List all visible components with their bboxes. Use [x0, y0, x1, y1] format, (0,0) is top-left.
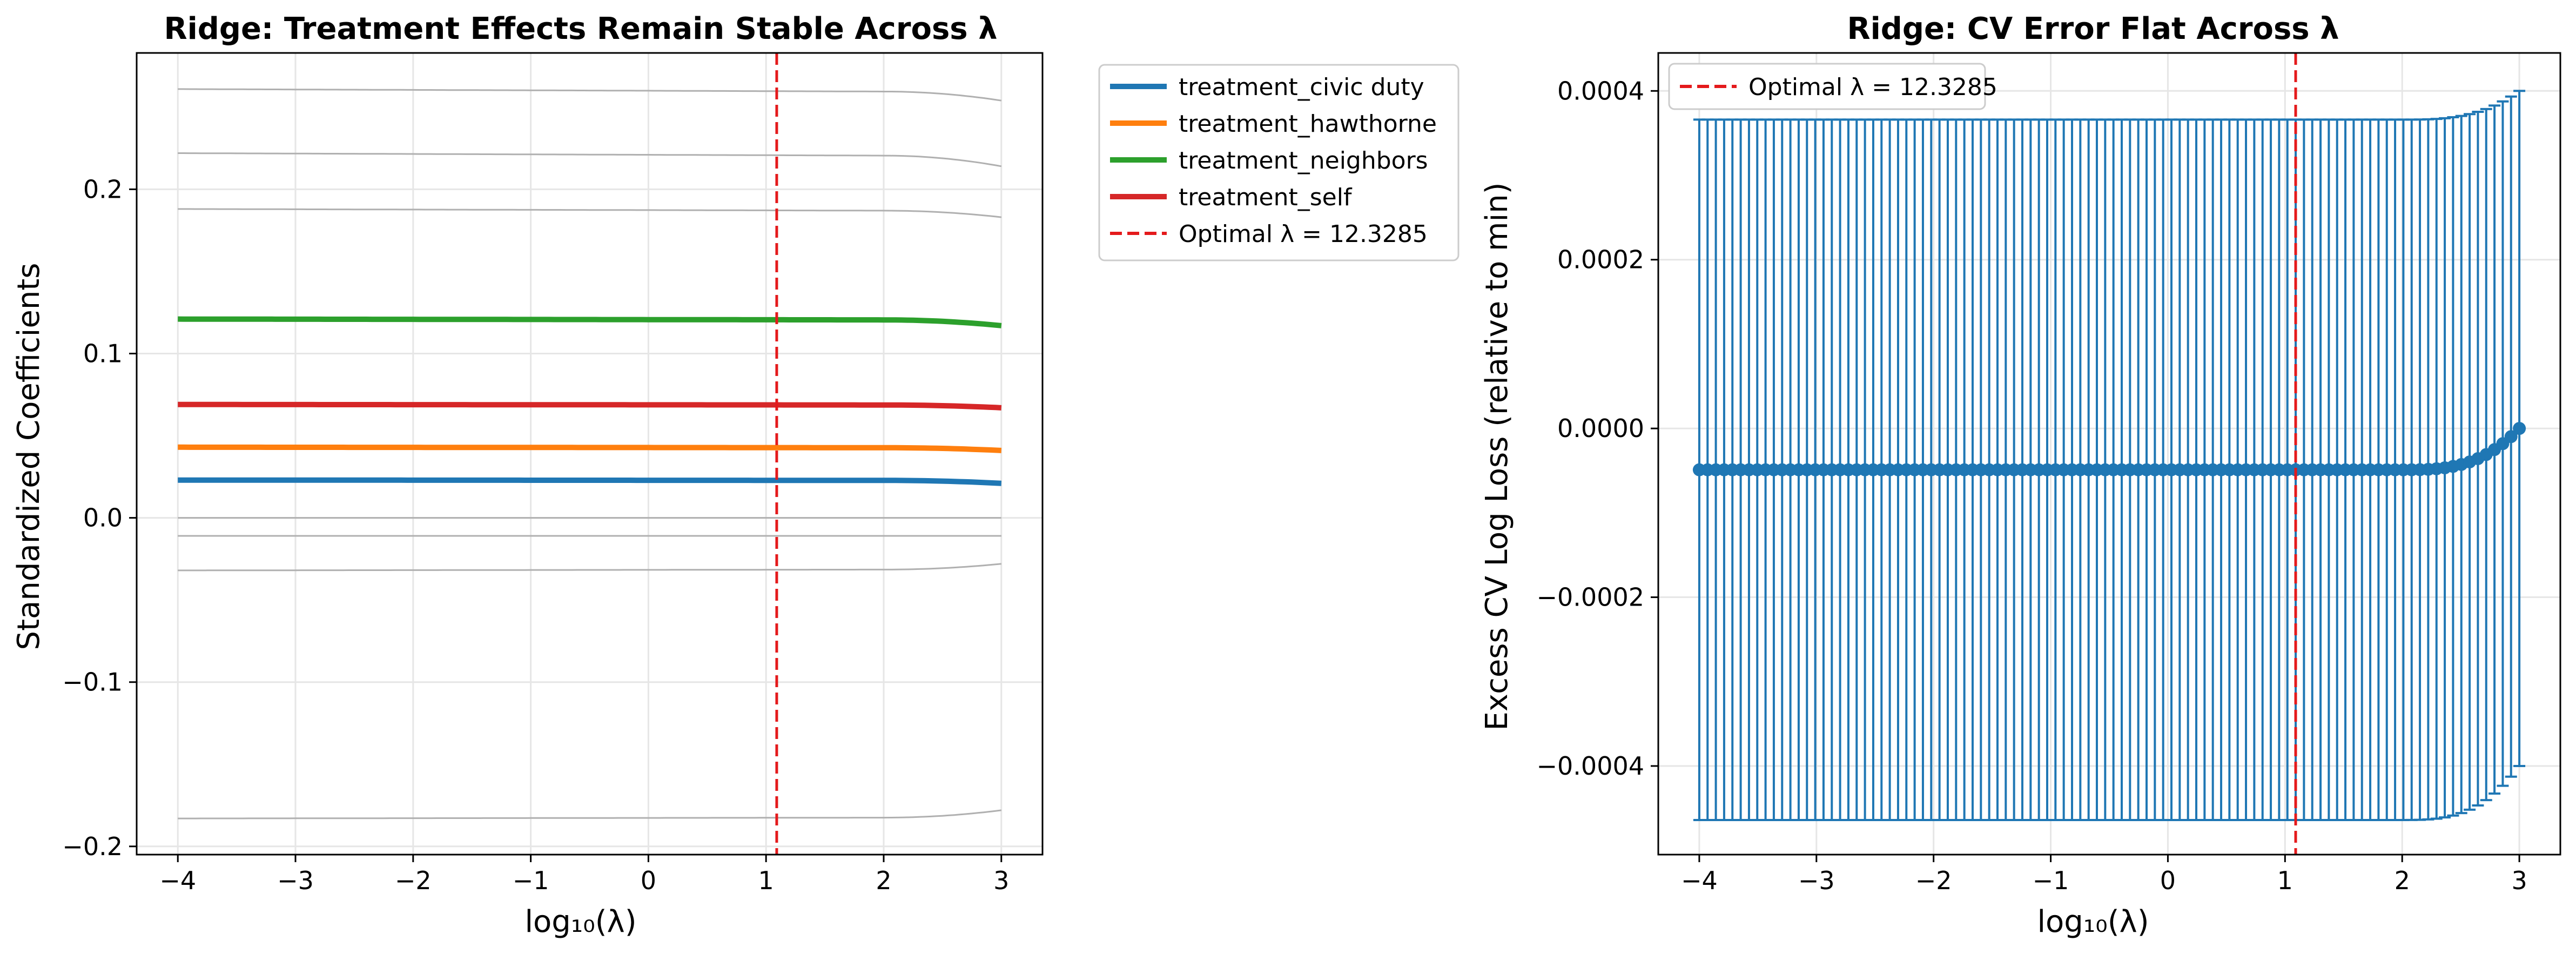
legend-label-hawthorne: treatment_hawthorne — [1179, 110, 1437, 138]
chart-right-frame — [1657, 52, 2561, 856]
data-point — [2504, 430, 2518, 444]
legend-box — [1098, 64, 1459, 261]
chart-right-ylabel: Excess CV Log Loss (relative to min) — [1479, 183, 1515, 731]
x-tick-label: −3 — [1798, 866, 1835, 895]
chart-left-frame — [136, 52, 1044, 856]
y-tick-label: −0.0004 — [1537, 751, 1645, 781]
chart-left-background-lines — [178, 88, 1002, 819]
y-tick-label: 0.0000 — [1557, 414, 1644, 443]
legend-label-optimal: Optimal λ = 12.3285 — [1179, 220, 1428, 248]
x-tick-label: −2 — [1915, 866, 1952, 895]
y-tick-label: 0.1 — [83, 339, 123, 368]
x-tick-label: 3 — [2511, 866, 2527, 895]
chart-left-series — [178, 316, 1002, 486]
data-point — [2513, 422, 2526, 435]
legend-label-neighbors: treatment_neighbors — [1179, 147, 1428, 174]
legend-label-optimal-right: Optimal λ = 12.3285 — [1748, 73, 1997, 101]
legend-box-right — [1668, 63, 1986, 110]
chart-right-xlabel: log₁₀(λ) — [2037, 904, 2149, 939]
chart-right-points — [1692, 422, 2526, 476]
chart-left-xticks: −4 −3 −2 −1 0 1 2 3 — [159, 855, 1009, 895]
x-tick-label: −1 — [513, 866, 549, 895]
chart-left-title: Ridge: Treatment Effects Remain Stable A… — [164, 11, 997, 46]
x-tick-label: 3 — [993, 866, 1009, 895]
x-tick-label: 0 — [641, 866, 656, 895]
x-tick-label: 2 — [2395, 866, 2410, 895]
y-tick-label: 0.0002 — [1557, 245, 1644, 274]
x-tick-label: −2 — [395, 866, 432, 895]
chart-right-xticks: −4 −3 −2 −1 0 1 2 3 — [1681, 855, 2527, 895]
series-line-treatment-civic-duty — [178, 477, 1002, 486]
y-tick-label: −0.1 — [62, 668, 123, 697]
chart-left-ylabel: Standardized Coefficients — [11, 263, 46, 650]
chart-left-xlabel: log₁₀(λ) — [524, 904, 636, 939]
chart-left: Ridge: Treatment Effects Remain Stable A… — [11, 11, 1044, 939]
legend-label-civic-duty: treatment_civic duty — [1179, 73, 1424, 101]
background-coefficient-line — [178, 563, 1001, 572]
series-line-treatment-self — [178, 401, 1002, 411]
y-tick-label: −0.2 — [62, 832, 123, 861]
chart-left-yticks: −0.2 −0.1 0.0 0.1 0.2 — [62, 174, 137, 861]
background-coefficient-line — [178, 208, 1001, 218]
y-tick-label: −0.0002 — [1537, 583, 1645, 612]
x-tick-label: −3 — [277, 866, 314, 895]
x-tick-label: −4 — [1681, 866, 1718, 895]
background-coefficient-line — [178, 88, 1002, 102]
background-coefficient-line — [178, 809, 1001, 819]
chart-right-title: Ridge: CV Error Flat Across λ — [1847, 11, 2339, 46]
y-tick-label: 0.0 — [83, 503, 123, 533]
chart-left-legend: treatment_civic duty treatment_hawthorne… — [1098, 64, 1459, 261]
chart-right-legend: Optimal λ = 12.3285 — [1668, 63, 1997, 110]
chart-right-yticks: −0.0004 −0.0002 0.0000 0.0002 0.0004 — [1537, 76, 1658, 781]
x-tick-label: 1 — [2277, 866, 2293, 895]
chart-right-grid — [1658, 53, 2560, 855]
y-tick-label: 0.0004 — [1557, 76, 1644, 105]
legend-label-self: treatment_self — [1179, 184, 1353, 211]
x-tick-label: 1 — [758, 866, 774, 895]
x-tick-label: −1 — [2033, 866, 2069, 895]
chart-right: Ridge: CV Error Flat Across λ log₁₀(λ) E… — [1479, 11, 2561, 939]
x-tick-label: −4 — [159, 866, 196, 895]
y-tick-label: 0.2 — [83, 174, 123, 204]
background-coefficient-line — [178, 152, 1002, 167]
x-tick-label: 0 — [2160, 866, 2176, 895]
x-tick-label: 2 — [876, 866, 891, 895]
series-line-treatment-hawthorne — [178, 444, 1002, 453]
series-line-treatment-neighbors — [178, 316, 1002, 328]
